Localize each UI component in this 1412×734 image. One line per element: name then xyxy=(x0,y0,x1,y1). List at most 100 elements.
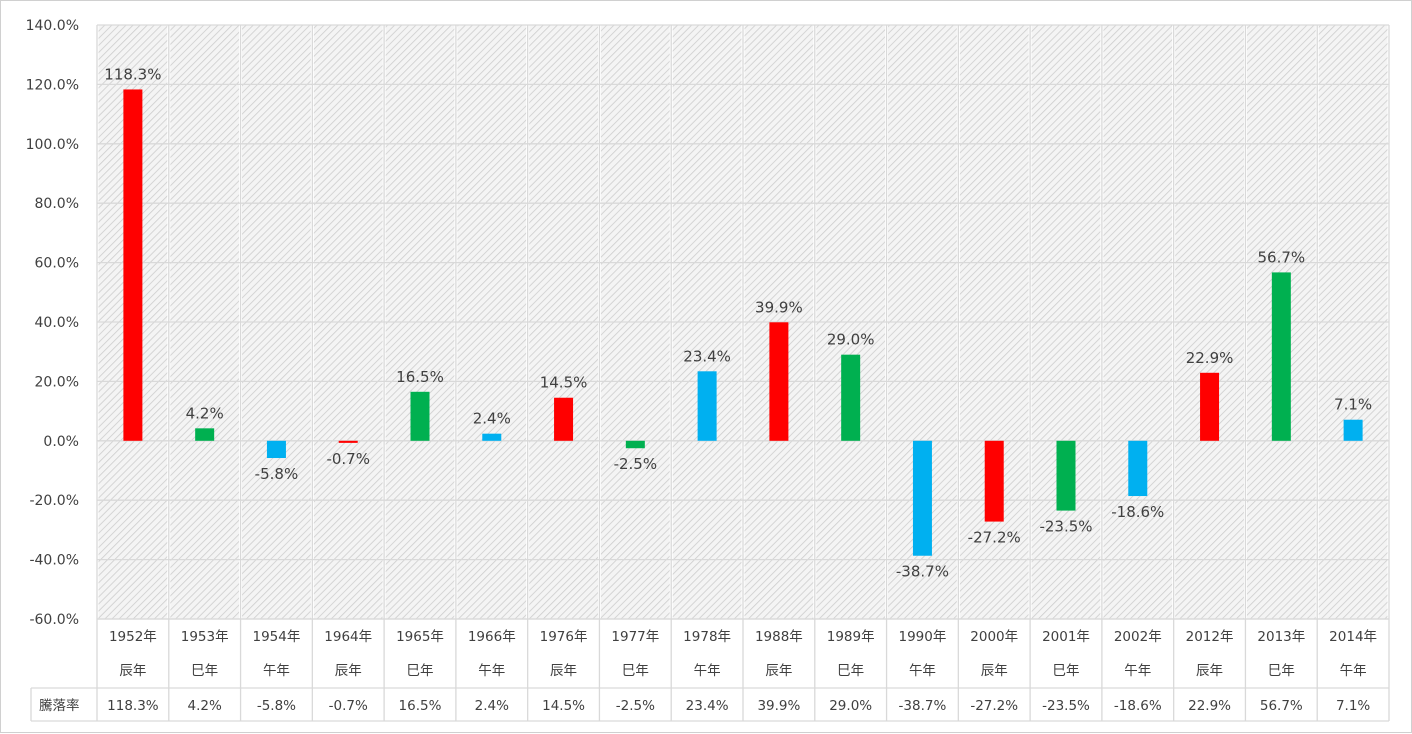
x-tick-label-zodiac: 辰年 xyxy=(550,663,577,679)
x-tick-label-year: 1965年 xyxy=(396,629,444,645)
y-tick-label: -20.0% xyxy=(29,493,79,509)
x-tick-label-year: 2001年 xyxy=(1042,629,1090,645)
y-tick-label: 140.0% xyxy=(26,18,79,34)
x-tick-label-zodiac: 巳年 xyxy=(622,663,649,679)
x-tick-label-year: 2002年 xyxy=(1114,629,1162,645)
y-tick-label: 60.0% xyxy=(35,256,79,272)
x-tick-label-year: 1953年 xyxy=(181,629,229,645)
table-cell-value: -38.7% xyxy=(899,698,947,714)
data-label: -18.6% xyxy=(1111,503,1164,521)
table-cell-value: -18.6% xyxy=(1114,698,1162,714)
bar xyxy=(984,440,1004,522)
data-label: 14.5% xyxy=(540,374,588,392)
data-label: -38.7% xyxy=(896,563,949,581)
table-cell-value: -27.2% xyxy=(970,698,1018,714)
data-label: 118.3% xyxy=(104,65,161,83)
data-label: -23.5% xyxy=(1039,518,1092,536)
x-tick-label-zodiac: 午年 xyxy=(478,663,505,679)
x-tick-label-zodiac: 巳年 xyxy=(1053,663,1080,679)
data-label: 7.1% xyxy=(1334,396,1372,414)
bar xyxy=(410,391,430,441)
data-label: 23.4% xyxy=(683,347,731,365)
table-cell-value: 4.2% xyxy=(188,698,222,714)
y-tick-label: -40.0% xyxy=(29,553,79,569)
x-tick-label-zodiac: 午年 xyxy=(909,663,936,679)
x-tick-label-year: 1952年 xyxy=(109,629,157,645)
data-label: 22.9% xyxy=(1186,349,1234,367)
x-tick-label-zodiac: 午年 xyxy=(1340,663,1367,679)
data-label: 39.9% xyxy=(755,298,803,316)
x-tick-label-year: 1988年 xyxy=(755,629,803,645)
table-cell-value: 29.0% xyxy=(829,698,872,714)
x-tick-label-zodiac: 辰年 xyxy=(335,663,362,679)
y-axis: 140.0% 120.0% 100.0% 80.0% 60.0% 40.0% 20.0% 0.… xyxy=(26,18,79,628)
bar xyxy=(769,322,789,441)
bar xyxy=(1128,440,1148,497)
table-cell-value: 2.4% xyxy=(475,698,509,714)
data-label: -0.7% xyxy=(326,450,370,468)
x-tick-label-year: 1978年 xyxy=(683,629,731,645)
y-tick-label: 120.0% xyxy=(26,77,79,93)
table-cell-value: -0.7% xyxy=(329,698,368,714)
bar xyxy=(1200,372,1220,441)
y-tick-label: 0.0% xyxy=(43,434,79,450)
x-tick-label-zodiac: 巳年 xyxy=(1268,663,1295,679)
x-tick-label-year: 1977年 xyxy=(611,629,659,645)
x-tick-label-zodiac: 午年 xyxy=(1124,663,1151,679)
y-tick-label: 40.0% xyxy=(35,315,79,331)
x-tick-label-year: 1976年 xyxy=(540,629,588,645)
bar xyxy=(482,433,502,441)
bar xyxy=(1343,419,1363,441)
table-cell-value: -5.8% xyxy=(257,698,296,714)
bar xyxy=(554,397,574,441)
x-tick-label-year: 2013年 xyxy=(1257,629,1305,645)
table-cell-value: -23.5% xyxy=(1042,698,1090,714)
y-tick-label: -60.0% xyxy=(29,612,79,628)
x-tick-label-zodiac: 辰年 xyxy=(119,663,146,679)
y-tick-label: 80.0% xyxy=(35,196,79,212)
data-label: 29.0% xyxy=(827,331,875,349)
x-tick-label-zodiac: 辰年 xyxy=(981,663,1008,679)
x-tick-label-year: 1989年 xyxy=(827,629,875,645)
x-tick-label-zodiac: 午年 xyxy=(263,663,290,679)
y-tick-label: 20.0% xyxy=(35,374,79,390)
data-label: -5.8% xyxy=(255,465,299,483)
x-tick-label-year: 1990年 xyxy=(899,629,947,645)
table-cell-value: 23.4% xyxy=(686,698,729,714)
x-tick-label-zodiac: 巳年 xyxy=(191,663,218,679)
data-label: 16.5% xyxy=(396,368,444,386)
y-tick-label: 100.0% xyxy=(26,137,79,153)
bar xyxy=(266,440,286,459)
x-tick-label-zodiac: 巳年 xyxy=(837,663,864,679)
table-cell-value: 39.9% xyxy=(757,698,800,714)
table-cell-value: 56.7% xyxy=(1260,698,1303,714)
table-cell-value: 22.9% xyxy=(1188,698,1231,714)
bar xyxy=(195,428,215,441)
bar xyxy=(1271,272,1291,441)
table-cell-value: 7.1% xyxy=(1336,698,1370,714)
data-label: 56.7% xyxy=(1258,248,1306,266)
data-label: 4.2% xyxy=(186,404,224,422)
x-tick-label-year: 2000年 xyxy=(970,629,1018,645)
x-tick-label-zodiac: 巳年 xyxy=(407,663,434,679)
bar xyxy=(1056,440,1076,511)
data-label: -27.2% xyxy=(968,529,1021,547)
x-tick-label-year: 1966年 xyxy=(468,629,516,645)
data-labels: 118.3% 4.2% -5.8% -0.7% 16.5% 2.4% 14.5% -2.5% 2… xyxy=(104,65,1372,580)
x-tick-label-zodiac: 午年 xyxy=(694,663,721,679)
bar xyxy=(697,371,717,441)
table-row-label: 騰落率 xyxy=(39,697,80,714)
table-cell-value: 118.3% xyxy=(107,698,159,714)
x-tick-label-year: 1954年 xyxy=(253,629,301,645)
bar xyxy=(338,440,358,443)
x-tick-label-zodiac: 辰年 xyxy=(765,663,792,679)
x-tick-label-year: 2012年 xyxy=(1186,629,1234,645)
x-tick-label-year: 2014年 xyxy=(1329,629,1377,645)
x-tick-label-zodiac: 辰年 xyxy=(1196,663,1223,679)
data-label: -2.5% xyxy=(614,455,658,473)
x-tick-label-year: 1964年 xyxy=(324,629,372,645)
bar xyxy=(841,354,861,441)
